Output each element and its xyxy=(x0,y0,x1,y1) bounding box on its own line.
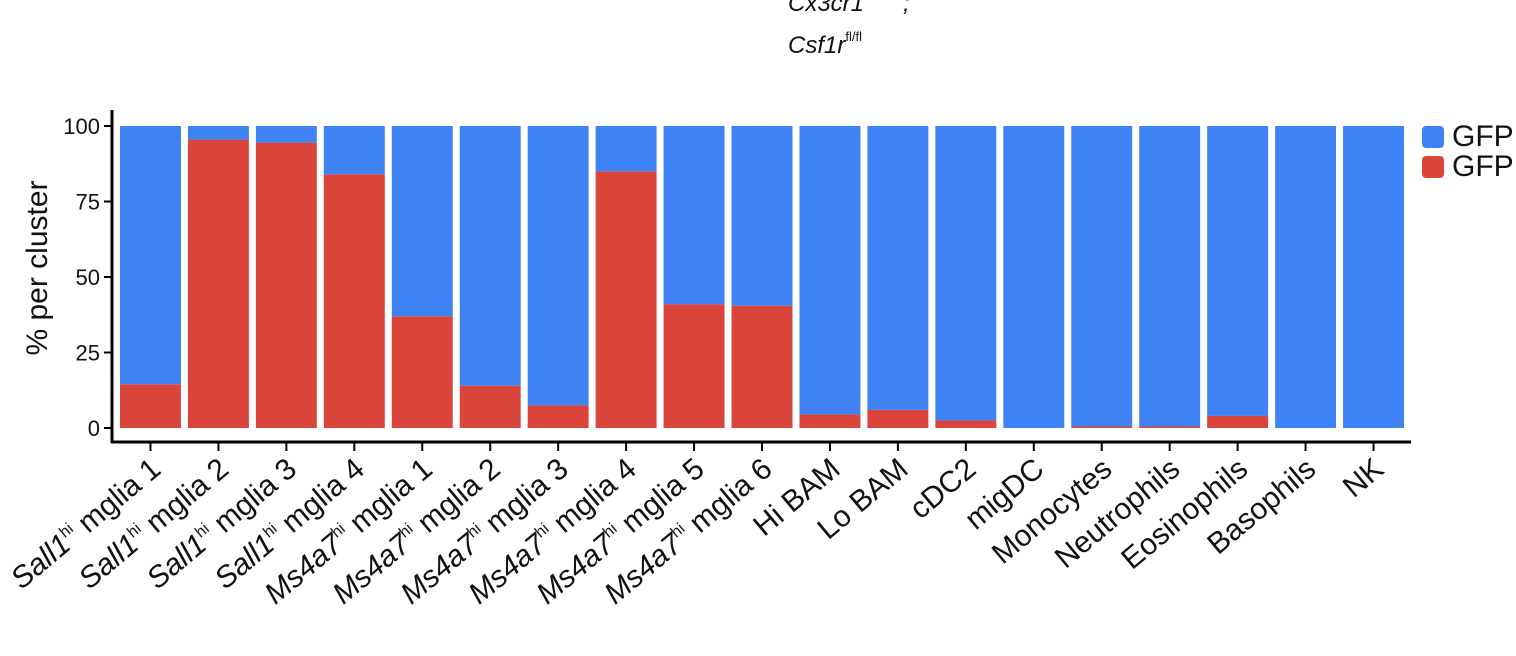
bar-series1-13 xyxy=(935,420,997,428)
x-tick-label-19: NK xyxy=(1337,452,1390,504)
title-2-base: Csf1r xyxy=(788,32,846,59)
bar-series1-11 xyxy=(799,414,861,428)
bar-series2-4 xyxy=(323,126,385,175)
bar-series2-9 xyxy=(663,126,725,305)
chart-title-line-1: Cx3cr1CreER; xyxy=(788,0,910,18)
title-2-sup: fl/fl xyxy=(845,29,862,44)
bar-series2-2 xyxy=(187,126,249,140)
title-1-sup: CreER xyxy=(864,0,903,2)
bar-series1-10 xyxy=(731,305,793,428)
bar-series2-6 xyxy=(459,126,521,386)
bar-series1-15 xyxy=(1071,426,1133,428)
bar-series2-16 xyxy=(1139,126,1201,427)
bar-series1-8 xyxy=(595,171,657,429)
bar-series1-6 xyxy=(459,385,521,428)
y-tick-label-50: 50 xyxy=(76,265,100,290)
bar-series1-3 xyxy=(255,142,317,429)
bar-series2-13 xyxy=(935,126,997,421)
legend-swatch-1 xyxy=(1422,126,1444,148)
y-tick-label-0: 0 xyxy=(88,416,100,441)
y-tick-label-100: 100 xyxy=(63,114,100,139)
bar-series1-9 xyxy=(663,304,725,428)
bar-series2-12 xyxy=(867,126,929,410)
legend-swatch-2 xyxy=(1422,156,1444,178)
bar-series1-12 xyxy=(867,409,929,428)
legend-label-2: GFP xyxy=(1452,150,1514,183)
bars xyxy=(120,126,1404,429)
bar-series1-2 xyxy=(187,139,249,428)
bar-series2-3 xyxy=(255,126,317,143)
bar-series2-7 xyxy=(527,126,589,406)
bar-series1-7 xyxy=(527,405,589,428)
bar-series2-14 xyxy=(1003,126,1065,428)
bar-series1-16 xyxy=(1139,426,1201,428)
bar-series2-5 xyxy=(391,126,453,317)
bar-series1-4 xyxy=(323,174,385,428)
bar-series1-1 xyxy=(120,384,181,428)
bar-series1-5 xyxy=(391,316,453,428)
bar-series2-18 xyxy=(1275,126,1337,428)
bar-series2-10 xyxy=(731,126,793,306)
bar-series2-1 xyxy=(120,126,181,385)
title-1-suffix: ; xyxy=(903,0,910,17)
legend-label-1: GFP xyxy=(1452,120,1514,153)
bar-series2-8 xyxy=(595,126,657,172)
bar-series1-17 xyxy=(1207,415,1269,428)
y-tick-label-75: 75 xyxy=(76,190,100,215)
y-axis-label: % per cluster xyxy=(21,180,54,355)
bar-series2-11 xyxy=(799,126,861,415)
y-tick-label-25: 25 xyxy=(76,341,100,366)
bar-series2-15 xyxy=(1071,126,1133,427)
chart-title-line-2: Csf1rfl/fl xyxy=(788,29,862,60)
bar-series2-17 xyxy=(1207,126,1269,416)
bar-series2-19 xyxy=(1343,126,1404,428)
title-1-base: Cx3cr1 xyxy=(788,0,865,17)
